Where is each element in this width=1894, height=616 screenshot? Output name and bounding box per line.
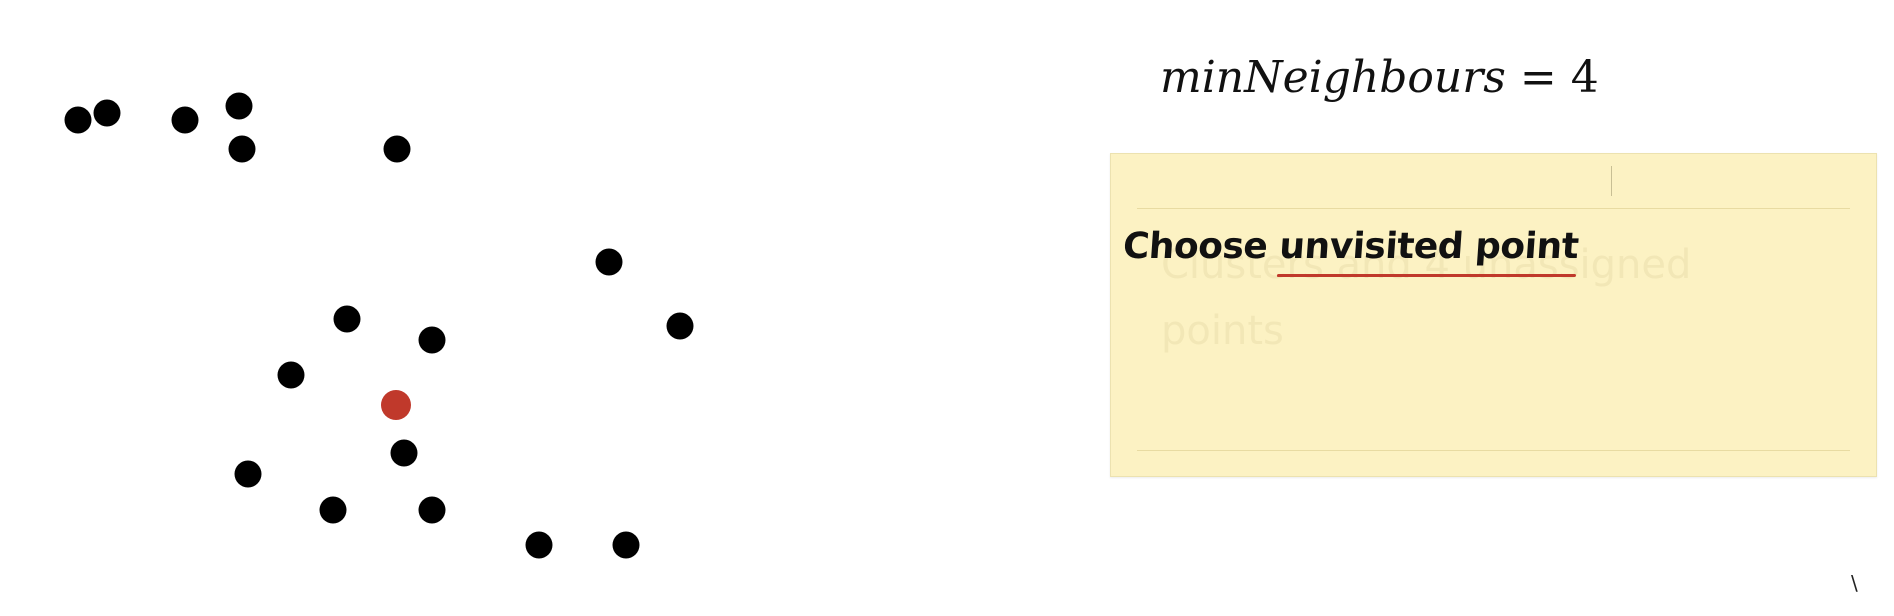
parameter-name: minNeighbours: [1160, 52, 1506, 103]
data-point: [525, 531, 553, 559]
faded-note-text: Clusters and 4 unassigned points: [1161, 242, 1692, 354]
handwritten-highlight-text: unvisited point: [1277, 226, 1580, 267]
note-top-rule: [1137, 208, 1850, 209]
handwritten-prefix: Choose: [1121, 226, 1269, 267]
data-point: [418, 326, 446, 354]
parameter-label: minNeighbours = 4: [1160, 52, 1599, 103]
parameter-operator: =: [1519, 52, 1557, 103]
data-point: [225, 92, 253, 120]
data-point: [383, 135, 411, 163]
data-point: [595, 248, 623, 276]
parameter-value: 4: [1570, 52, 1599, 103]
highlighted-point: [381, 390, 411, 420]
data-point: [319, 496, 347, 524]
data-point: [64, 106, 92, 134]
data-point: [418, 496, 446, 524]
red-underline: [1277, 274, 1577, 277]
data-point: [612, 531, 640, 559]
handwritten-highlight: unvisited point: [1277, 226, 1580, 277]
data-point: [228, 135, 256, 163]
text-caret: [1611, 166, 1612, 196]
sticky-note: Clusters and 4 unassigned points Choose …: [1110, 153, 1877, 477]
data-point: [234, 460, 262, 488]
data-point: [390, 439, 418, 467]
data-point: [666, 312, 694, 340]
data-point: [333, 305, 361, 333]
note-bottom-rule: [1137, 450, 1850, 451]
corner-mark: \: [1851, 571, 1858, 595]
data-point: [277, 361, 305, 389]
data-point: [93, 99, 121, 127]
handwritten-annotation: Choose unvisited point: [1121, 226, 1580, 277]
data-point: [171, 106, 199, 134]
